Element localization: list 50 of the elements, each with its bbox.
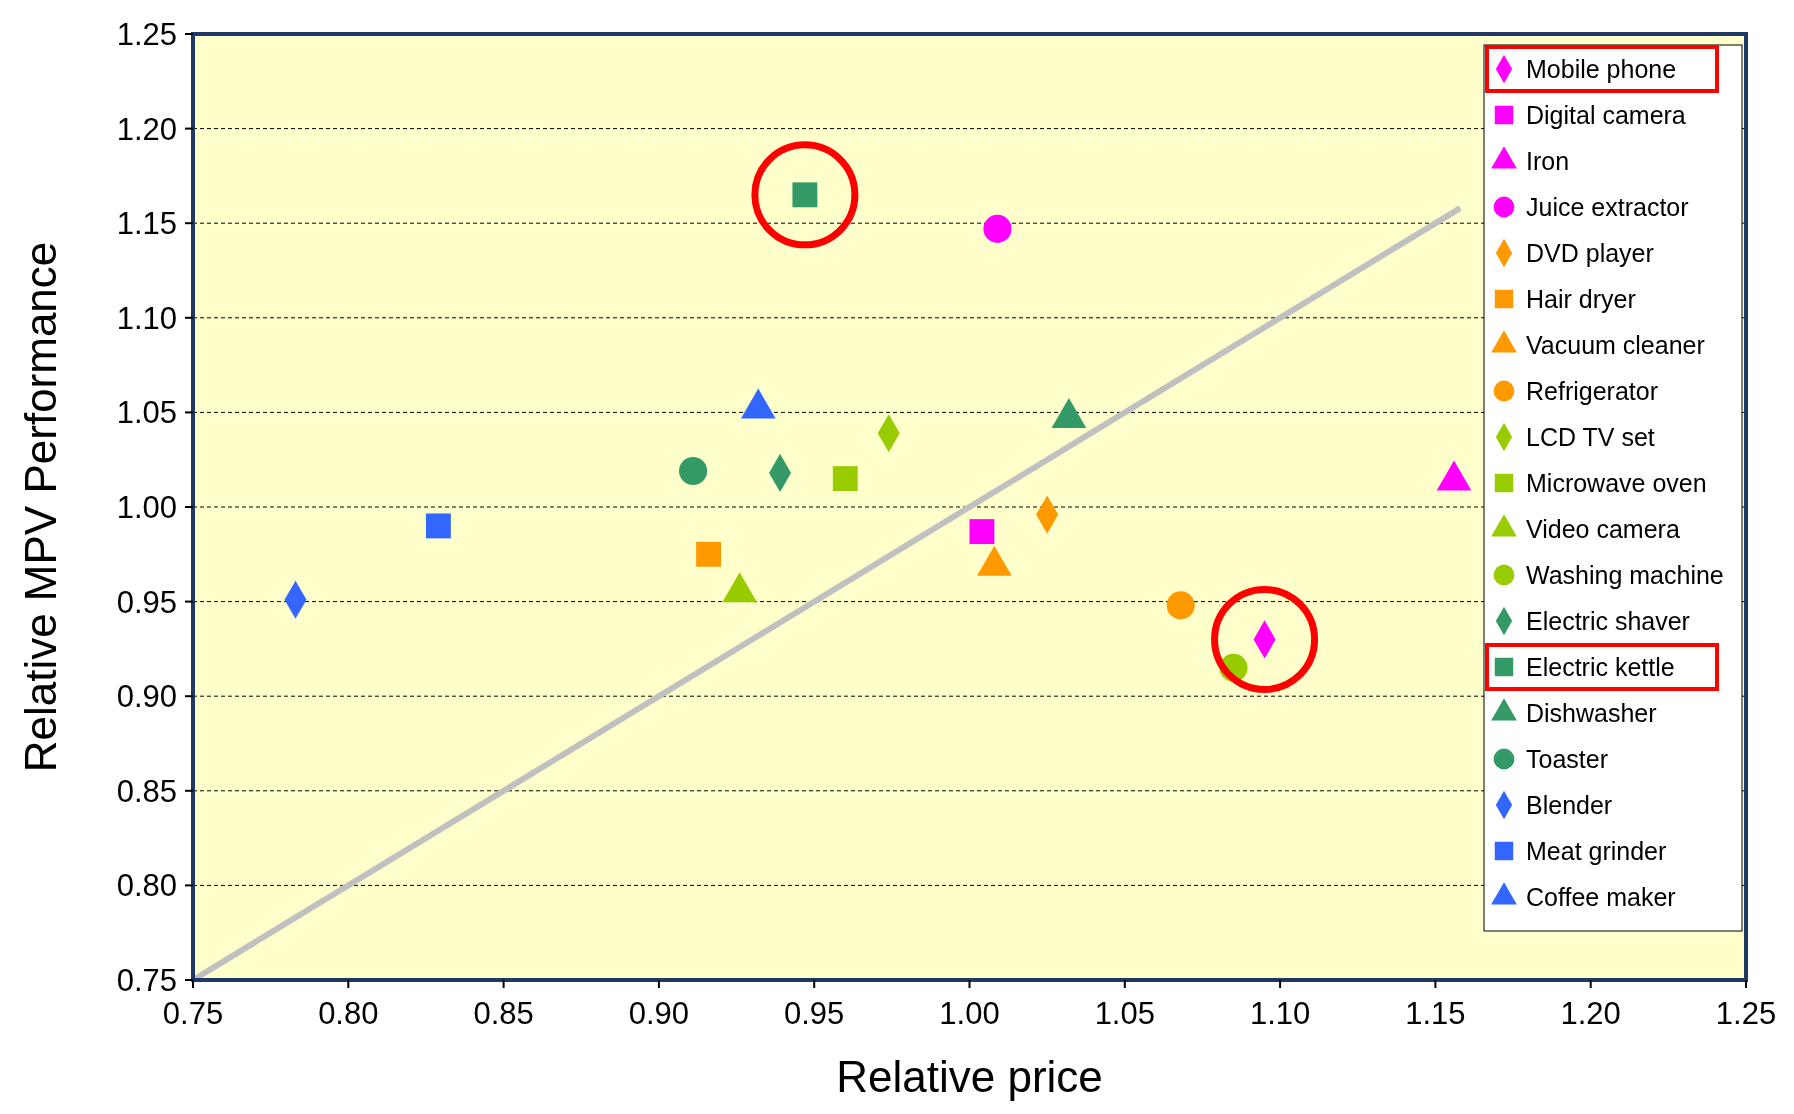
x-tick-label: 0.75 <box>162 996 224 1031</box>
y-tick-label: 0.80 <box>116 868 177 904</box>
x-tick-label: 1.10 <box>1249 996 1311 1031</box>
point <box>1166 591 1195 620</box>
legend-label: Toaster <box>1526 745 1608 773</box>
legend-label: Meat grinder <box>1526 837 1667 865</box>
legend-label: Electric shaver <box>1526 607 1690 635</box>
x-tick-label: 0.85 <box>473 996 534 1031</box>
legend-label: Electric kettle <box>1526 653 1675 681</box>
x-tick-label: 1.05 <box>1094 996 1155 1031</box>
x-tick-label: 1.20 <box>1560 996 1621 1031</box>
point <box>969 519 995 545</box>
legend-label: Microwave oven <box>1526 469 1707 497</box>
legend-label: Vacuum cleaner <box>1526 331 1705 359</box>
legend-label: Coffee maker <box>1526 883 1676 911</box>
y-tick-label: 0.75 <box>116 963 177 998</box>
x-tick-label: 1.00 <box>939 996 1000 1031</box>
legend-label: Refrigerator <box>1526 377 1658 405</box>
y-tick-label: 1.20 <box>116 111 177 147</box>
y-tick-label: 0.95 <box>116 584 177 620</box>
y-tick-label: 1.05 <box>116 395 177 431</box>
legend-label: Iron <box>1526 147 1570 175</box>
y-tick-label: 1.00 <box>116 490 177 525</box>
x-axis-title: Relative price <box>836 1052 1103 1101</box>
y-axis-title: Relative MPV Performance <box>16 241 65 773</box>
legend-label: Hair dryer <box>1526 285 1636 313</box>
point <box>425 513 451 539</box>
y-tick-label: 1.25 <box>116 17 177 52</box>
legend-label: Video camera <box>1526 515 1680 543</box>
y-tick-label: 0.90 <box>116 679 177 715</box>
legend-label: Dishwasher <box>1526 699 1657 727</box>
x-tick-label: 0.80 <box>318 996 379 1031</box>
legend-label: Juice extractor <box>1526 193 1689 221</box>
point <box>832 466 858 492</box>
point <box>679 457 708 486</box>
y-tick-label: 1.15 <box>116 206 177 242</box>
legend-label: Digital camera <box>1526 101 1686 129</box>
legend-label: LCD TV set <box>1526 423 1655 451</box>
x-tick-label: 1.25 <box>1715 996 1777 1031</box>
point <box>983 214 1012 243</box>
legend-label: Mobile phone <box>1526 55 1677 83</box>
legend-label: Blender <box>1526 791 1613 819</box>
x-tick-label: 1.15 <box>1405 996 1466 1031</box>
y-tick-label: 0.85 <box>116 773 177 809</box>
x-tick-label: 0.95 <box>784 996 845 1031</box>
y-tick-label: 1.10 <box>116 300 177 336</box>
legend-label: Washing machine <box>1526 561 1724 589</box>
x-tick-label: 0.90 <box>628 996 690 1031</box>
point <box>696 541 722 567</box>
legend-label: DVD player <box>1526 239 1654 267</box>
